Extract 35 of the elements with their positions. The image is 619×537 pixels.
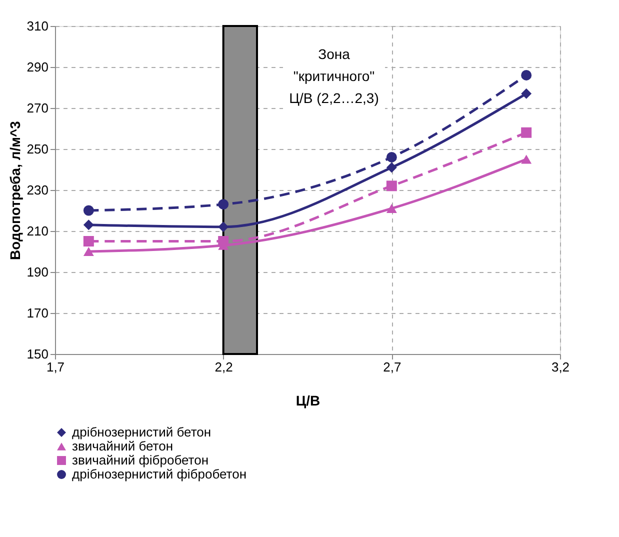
point (218, 199, 229, 210)
point (83, 246, 94, 256)
legend-label: дрібнозернистий бетон (72, 424, 212, 440)
point (83, 220, 94, 230)
x-axis-title: Ц/В (296, 392, 320, 408)
x-tick-label: 1,7 (46, 360, 65, 374)
band-label: Зона "критичного" Ц/В (2,2…2,3) (289, 46, 379, 106)
point (521, 88, 532, 99)
x-tick-label: 2,2 (214, 360, 233, 374)
point (386, 180, 397, 192)
y-tick-label: 190 (26, 264, 48, 280)
point (521, 127, 532, 138)
legend-label: дрібнозернистий фібробетон (72, 466, 247, 482)
y-tick-label: 170 (26, 306, 48, 320)
x-tick-label: 2,7 (383, 360, 402, 374)
y-tick-label: 270 (26, 100, 48, 116)
y-tick-label: 250 (26, 142, 48, 156)
y-tick-label: 210 (26, 224, 48, 238)
y-tick-label: 310 (26, 18, 48, 34)
point (218, 236, 229, 246)
y-axis-title: Водопотреба, л/м^3 (6, 120, 23, 260)
y-tick-label: 290 (26, 60, 48, 74)
point (218, 222, 229, 232)
x-tick-label: 3,2 (551, 360, 570, 374)
point (386, 152, 397, 162)
point (386, 204, 397, 213)
point (83, 205, 94, 216)
legend-label: звичайний фібробетон (72, 452, 209, 468)
point (521, 154, 532, 164)
point (386, 162, 397, 173)
legend-label: звичайний бетон (72, 438, 174, 454)
point (83, 236, 94, 246)
y-tick-label: 150 (26, 346, 48, 362)
point (521, 70, 532, 80)
y-tick-label: 230 (26, 182, 48, 198)
